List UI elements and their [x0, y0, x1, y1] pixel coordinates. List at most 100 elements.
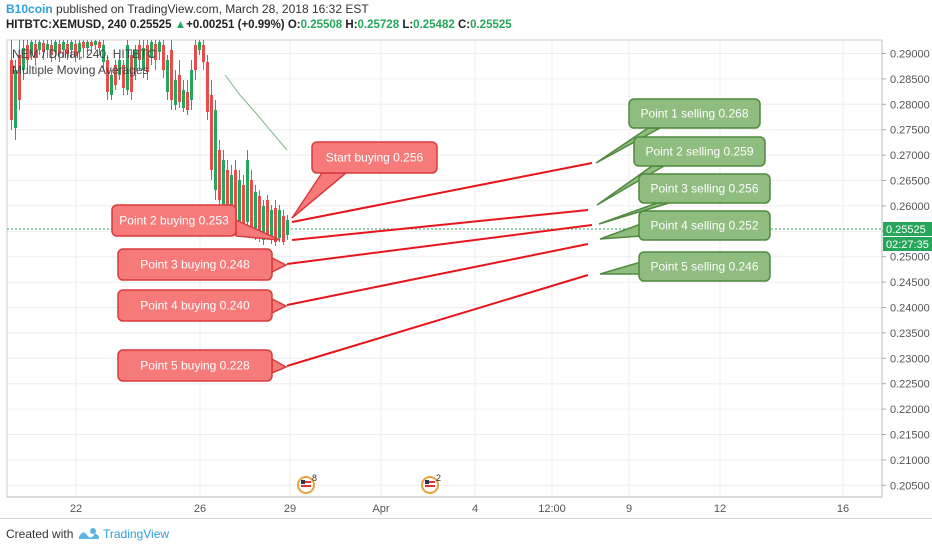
buy-callout-label: Point 3 buying 0.248	[140, 258, 250, 272]
chart-area[interactable]: Start buying 0.256 Point 2 buying 0.253 Po…	[0, 0, 932, 518]
published-text: published on TradingView.com, March 28, …	[52, 2, 369, 16]
candle-body	[134, 50, 137, 70]
candle-body	[206, 62, 209, 112]
trend-line	[286, 224, 593, 265]
candle-body	[270, 210, 273, 240]
low-value: 0.25482	[413, 19, 455, 31]
candle-body	[158, 42, 161, 52]
event-count: 8	[312, 473, 317, 483]
candle-body	[82, 42, 85, 48]
tradingview-link[interactable]: TradingView	[103, 527, 170, 541]
buy-callout-label: Point 5 buying 0.228	[140, 359, 250, 373]
price-axis-label: 0.23000	[890, 353, 930, 365]
sell-callout[interactable]: Point 5 selling 0.246	[599, 251, 771, 282]
author-name[interactable]: B10coin	[6, 2, 53, 16]
price-axis-label: 0.24500	[890, 277, 930, 289]
time-axis-label: 12:00	[538, 503, 566, 515]
candle-body	[278, 210, 281, 238]
footer-bar: Created with TradingView	[0, 518, 932, 551]
candle-body	[118, 60, 121, 75]
candle-body	[262, 206, 265, 240]
created-with-text: Created with	[6, 527, 74, 541]
candle-body	[250, 180, 253, 232]
candle-body	[194, 45, 197, 70]
buy-callout-label: Start buying 0.256	[326, 151, 424, 165]
candle-body	[10, 60, 13, 120]
price-axis-label: 0.21000	[890, 455, 930, 467]
trend-line	[286, 274, 589, 367]
buy-callout-label: Point 2 buying 0.253	[119, 214, 229, 228]
candle-body	[214, 110, 217, 190]
price-axis[interactable]: 0.29000 0.28500 0.28000 0.27500 0.27000 0.265…	[881, 40, 932, 497]
candle-body	[186, 92, 189, 110]
time-axis-label: 29	[284, 503, 296, 515]
candle-body	[14, 70, 17, 128]
candle-body	[138, 45, 141, 60]
candle-body	[166, 60, 169, 92]
time-axis-label: 12	[714, 503, 726, 515]
buy-callout[interactable]: Point 3 buying 0.248	[117, 248, 288, 281]
candle-body	[178, 75, 181, 102]
candle-body	[62, 42, 65, 50]
trend-line	[291, 162, 593, 223]
candle-body	[226, 170, 229, 212]
candle-body	[238, 180, 241, 228]
candle-body	[78, 43, 81, 52]
sell-callout[interactable]: Point 4 selling 0.252	[599, 210, 771, 241]
time-axis-label: 9	[626, 503, 632, 515]
last-price: 0.25525	[129, 19, 172, 31]
buy-callout[interactable]: Start buying 0.256	[291, 141, 438, 219]
candle-body	[126, 45, 129, 90]
candle-body	[254, 192, 257, 235]
candle-body	[182, 90, 185, 108]
close-label: C:	[457, 19, 471, 31]
candle-body	[230, 175, 233, 218]
trend-line	[286, 243, 589, 306]
current-price-label: 0.25525	[886, 224, 926, 236]
buy-callout[interactable]: Point 5 buying 0.228	[117, 349, 288, 382]
price-axis-label: 0.27500	[890, 125, 930, 137]
price-axis-label: 0.20500	[890, 480, 930, 492]
time-axis[interactable]: 22 26 29 Apr 4 12:00 9 12 16	[7, 496, 882, 515]
symbol-info-bar: HITBTC:XEMUSD, 240 0.25525 ▲+0.00251 (+0…	[6, 19, 512, 31]
price-axis-label: 0.21500	[890, 430, 930, 442]
candle-body	[198, 42, 201, 50]
low-label: L:	[402, 19, 414, 31]
buy-callout[interactable]: Point 2 buying 0.253	[111, 204, 281, 241]
sell-callout-label: Point 2 selling 0.259	[645, 145, 753, 159]
candle-body	[98, 42, 101, 48]
candle-body	[94, 41, 97, 45]
open-value: 0.25508	[300, 19, 343, 31]
candle-body	[18, 55, 21, 100]
candle-body	[222, 160, 225, 205]
candle-body	[90, 42, 93, 46]
annotation-callouts: Start buying 0.256 Point 2 buying 0.253 Po…	[111, 98, 771, 382]
candle-body	[266, 200, 269, 236]
candle-body	[130, 55, 133, 92]
us-flag-event-icon[interactable]: 2	[421, 473, 441, 494]
candle-body	[202, 45, 205, 62]
buy-callout[interactable]: Point 4 buying 0.240	[117, 289, 288, 322]
candle-body	[210, 95, 213, 170]
tradingview-logo-icon[interactable]	[78, 527, 100, 546]
candle-body	[102, 45, 105, 62]
candle-body	[110, 75, 113, 95]
time-axis-label: 26	[194, 503, 206, 515]
sell-callout[interactable]: Point 3 selling 0.256	[598, 173, 771, 225]
chart-legend: NEM / Dollar, 240, HITBTC Multiple Movin…	[12, 47, 156, 77]
high-value: 0.25728	[357, 19, 400, 31]
price-axis-label: 0.22500	[890, 379, 930, 391]
candle-body	[154, 44, 157, 60]
current-price-tag	[883, 222, 932, 236]
candle-body	[286, 220, 289, 235]
us-flag-event-icon[interactable]: 8	[297, 473, 317, 494]
candle-body	[46, 44, 49, 50]
price-axis-label: 0.24000	[890, 303, 930, 315]
countdown-tag	[883, 237, 932, 251]
price-axis-label: 0.28500	[890, 74, 930, 86]
countdown-label: 02:27:35	[886, 239, 929, 251]
legend-symbol: NEM / Dollar, 240, HITBTC	[12, 47, 156, 61]
candle-body	[26, 45, 29, 60]
candle-body	[38, 42, 41, 50]
